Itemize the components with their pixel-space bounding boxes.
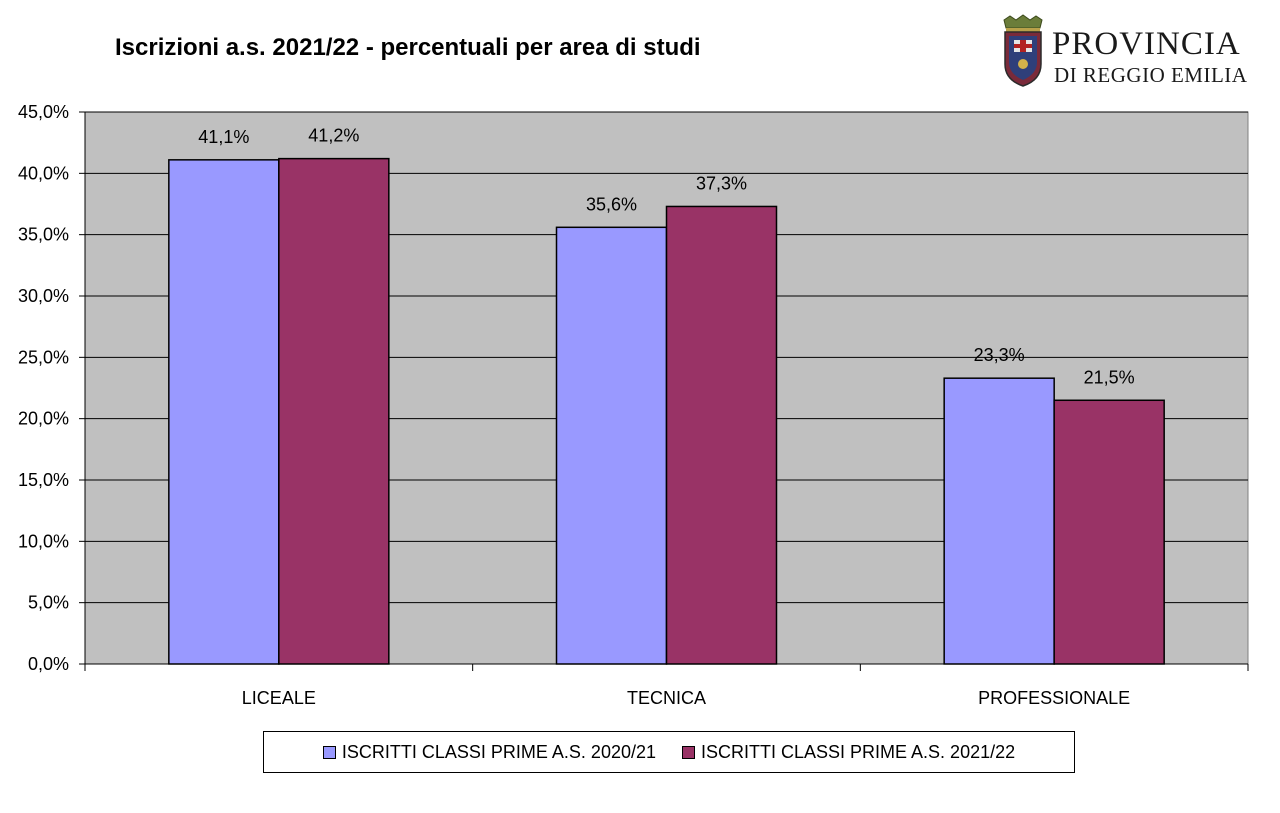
bar	[278, 157, 390, 665]
data-label: 21,5%	[1084, 367, 1135, 387]
y-tick-label: 35,0%	[18, 225, 69, 245]
y-tick-labels: 0,0% 5,0% 10,0% 15,0% 20,0% 25,0% 30,0% 35,0% 40…	[18, 102, 69, 674]
legend-item: ISCRITTI CLASSI PRIME A.S. 2020/21	[322, 741, 656, 763]
logo-line1: PROVINCIA	[1052, 26, 1241, 62]
axes	[79, 111, 1249, 671]
legend-swatch	[322, 745, 336, 759]
bars	[168, 157, 1165, 665]
y-tick-label: 0,0%	[28, 654, 69, 674]
legend: ISCRITTI CLASSI PRIME A.S. 2020/21 ISCRIT…	[263, 731, 1075, 773]
chart-title: Iscrizioni a.s. 2021/22 - percentuali pe…	[115, 34, 701, 61]
y-tick-label: 15,0%	[18, 470, 69, 490]
y-tick-label: 5,0%	[28, 593, 69, 613]
y-tick-label: 20,0%	[18, 409, 69, 429]
legend-label: ISCRITTI CLASSI PRIME A.S. 2020/21	[341, 741, 656, 762]
x-tick-label: TECNICA	[627, 688, 706, 708]
y-tick-label: 45,0%	[18, 102, 69, 122]
bar	[555, 226, 668, 665]
legend-label: ISCRITTI CLASSI PRIME A.S. 2021/22	[701, 741, 1016, 762]
y-tick-label: 40,0%	[18, 163, 69, 183]
bar	[665, 205, 778, 665]
data-label: 35,6%	[586, 194, 637, 214]
data-label: 41,2%	[308, 126, 359, 146]
bar	[168, 159, 280, 665]
bar-labels: 41,1% 41,2% 35,6% 37,3% 23,3% 21,5%	[198, 126, 1134, 388]
y-tick-label: 30,0%	[18, 286, 69, 306]
x-tick-labels: LICEALE TECNICA PROFESSIONALE	[242, 688, 1130, 708]
bar	[1053, 399, 1165, 665]
x-tick-label: PROFESSIONALE	[978, 688, 1130, 708]
x-tick-label: LICEALE	[242, 688, 316, 708]
bar	[943, 377, 1055, 665]
data-label: 41,1%	[198, 127, 249, 147]
legend-item: ISCRITTI CLASSI PRIME A.S. 2021/22	[682, 742, 1015, 763]
y-tick-label: 25,0%	[18, 347, 69, 367]
provincia-logo: PROVINCIA DI REGGIO EMILIA	[1000, 14, 1250, 90]
data-label: 23,3%	[974, 345, 1025, 365]
legend-swatch	[682, 745, 695, 759]
data-label: 37,3%	[696, 173, 747, 193]
y-tick-label: 10,0%	[18, 531, 69, 551]
coat-of-arms-icon	[1003, 14, 1043, 87]
logo-line2: DI REGGIO EMILIA	[1054, 63, 1248, 87]
